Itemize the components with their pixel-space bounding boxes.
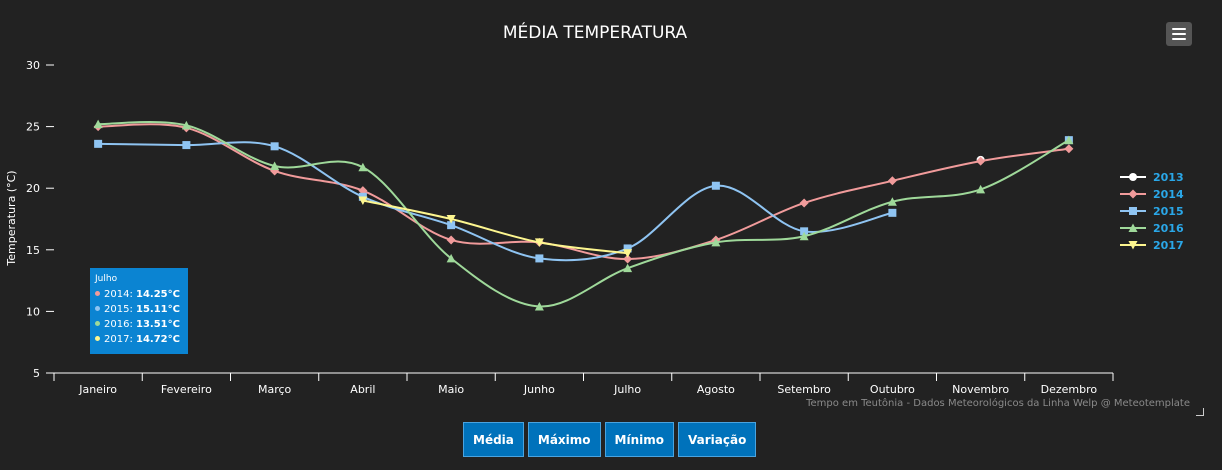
data-point[interactable] — [623, 249, 633, 258]
legend: 2013 2014 2015 2016 2017 — [1120, 171, 1184, 252]
legend-label: 2013 — [1153, 171, 1184, 184]
data-point[interactable] — [534, 238, 544, 247]
y-tick-label: 25 — [26, 121, 40, 134]
legend-label: 2016 — [1153, 222, 1184, 235]
dot-icon — [95, 305, 100, 311]
data-point[interactable] — [887, 197, 897, 206]
hamburger-icon — [1172, 28, 1186, 30]
data-point[interactable] — [535, 254, 544, 263]
legend-marker[interactable] — [1128, 241, 1138, 250]
legend-marker[interactable] — [1129, 207, 1137, 215]
dot-icon — [95, 290, 100, 296]
data-point[interactable] — [1064, 144, 1074, 154]
data-point[interactable] — [446, 235, 456, 245]
tooltip-row: 2015: 15.11°C — [95, 302, 183, 317]
data-point[interactable] — [270, 161, 280, 171]
y-tick-label: 20 — [26, 182, 40, 195]
tooltip-title: Julho — [95, 274, 118, 284]
x-tick-label: Março — [258, 383, 292, 396]
tooltip-row: 2017: 14.72°C — [95, 332, 183, 347]
series-line — [98, 123, 1070, 261]
series-2017 — [358, 196, 633, 258]
chart-title: MÉDIA TEMPERATURA — [503, 21, 688, 43]
x-tick-label: Dezembro — [1041, 383, 1098, 396]
minimo-button[interactable]: Mínimo — [604, 422, 674, 457]
data-point[interactable] — [534, 301, 544, 311]
legend-label: 2015 — [1153, 205, 1184, 218]
series-2014 — [93, 122, 1074, 264]
x-tick-label: Agosto — [697, 383, 735, 396]
data-point[interactable] — [446, 215, 456, 224]
x-tick-label: Fevereiro — [161, 383, 212, 396]
y-axis: 5 10 15 20 25 30 — [26, 59, 54, 380]
resize-handle-icon[interactable] — [1196, 408, 1204, 416]
data-point[interactable] — [1064, 135, 1074, 145]
data-point[interactable] — [976, 184, 986, 194]
data-point[interactable] — [358, 162, 368, 172]
media-button[interactable]: Média — [463, 422, 524, 457]
y-tick-label: 5 — [33, 367, 40, 380]
y-axis-label: Temperatura (°C) — [5, 170, 18, 266]
chart-menu-button[interactable] — [1166, 22, 1192, 46]
legend-marker[interactable] — [1128, 189, 1138, 199]
tooltip: Julho 2014: 14.25°C 2015: 15.11°C 2016: … — [90, 268, 188, 354]
series-line — [98, 141, 893, 262]
y-tick-label: 15 — [26, 244, 40, 257]
series-layer — [93, 119, 1074, 311]
data-point[interactable] — [181, 120, 191, 130]
legend-item-2017[interactable]: 2017 — [1120, 239, 1184, 252]
chart: MÉDIA TEMPERATURA Temperatura (°C) 5 10 15… — [5, 21, 1184, 396]
data-point[interactable] — [270, 142, 279, 151]
legend-label: 2014 — [1153, 188, 1184, 201]
x-tick-label: Maio — [438, 383, 464, 396]
x-tick-label: Outubro — [870, 383, 915, 396]
x-tick-label: Janeiro — [78, 383, 117, 396]
data-point[interactable] — [800, 227, 809, 236]
variacao-button[interactable]: Variação — [678, 422, 757, 457]
dot-icon — [95, 320, 100, 326]
legend-item-2015[interactable]: 2015 — [1120, 205, 1184, 218]
data-point[interactable] — [888, 208, 897, 217]
data-point[interactable] — [447, 221, 456, 230]
data-point[interactable] — [623, 254, 633, 264]
data-point[interactable] — [182, 141, 191, 150]
series-line — [98, 120, 1070, 308]
x-tick-label: Julho — [613, 383, 641, 396]
series-line — [362, 199, 628, 255]
legend-item-2016[interactable]: 2016 — [1120, 222, 1184, 235]
x-axis: Janeiro Fevereiro Março Abril Maio Junho Julho… — [53, 372, 1114, 396]
x-tick-label: Setembro — [777, 383, 831, 396]
legend-item-2014[interactable]: 2014 — [1120, 188, 1184, 201]
legend-marker[interactable] — [1128, 223, 1138, 233]
legend-label: 2017 — [1153, 239, 1184, 252]
x-tick-label: Junho — [523, 383, 555, 396]
y-tick-label: 30 — [26, 59, 40, 72]
data-point[interactable] — [976, 156, 986, 166]
data-point[interactable] — [623, 263, 633, 273]
legend-marker[interactable] — [1129, 173, 1137, 181]
data-point[interactable] — [446, 253, 456, 263]
data-point[interactable] — [623, 244, 632, 253]
data-point[interactable] — [711, 237, 721, 247]
maximo-button[interactable]: Máximo — [527, 422, 601, 457]
series-2016 — [93, 119, 1074, 311]
legend-item-2013[interactable]: 2013 — [1120, 171, 1184, 184]
y-tick-label: 10 — [26, 305, 40, 318]
metric-button-group: Média Máximo Mínimo Variação — [463, 422, 757, 457]
x-tick-label: Abril — [350, 383, 375, 396]
data-point[interactable] — [887, 176, 897, 186]
dot-icon — [95, 335, 100, 341]
data-point[interactable] — [799, 198, 809, 208]
x-tick-label: Novembro — [952, 383, 1009, 396]
data-point[interactable] — [93, 119, 103, 129]
data-point[interactable] — [711, 181, 720, 190]
tooltip-row: 2014: 14.25°C — [95, 287, 183, 302]
credits[interactable]: Tempo em Teutônia - Dados Meteorológicos… — [806, 398, 1190, 409]
data-point[interactable] — [358, 196, 368, 206]
tooltip-row: 2016: 13.51°C — [95, 317, 183, 332]
data-point[interactable] — [94, 139, 103, 148]
data-point[interactable] — [799, 231, 809, 241]
